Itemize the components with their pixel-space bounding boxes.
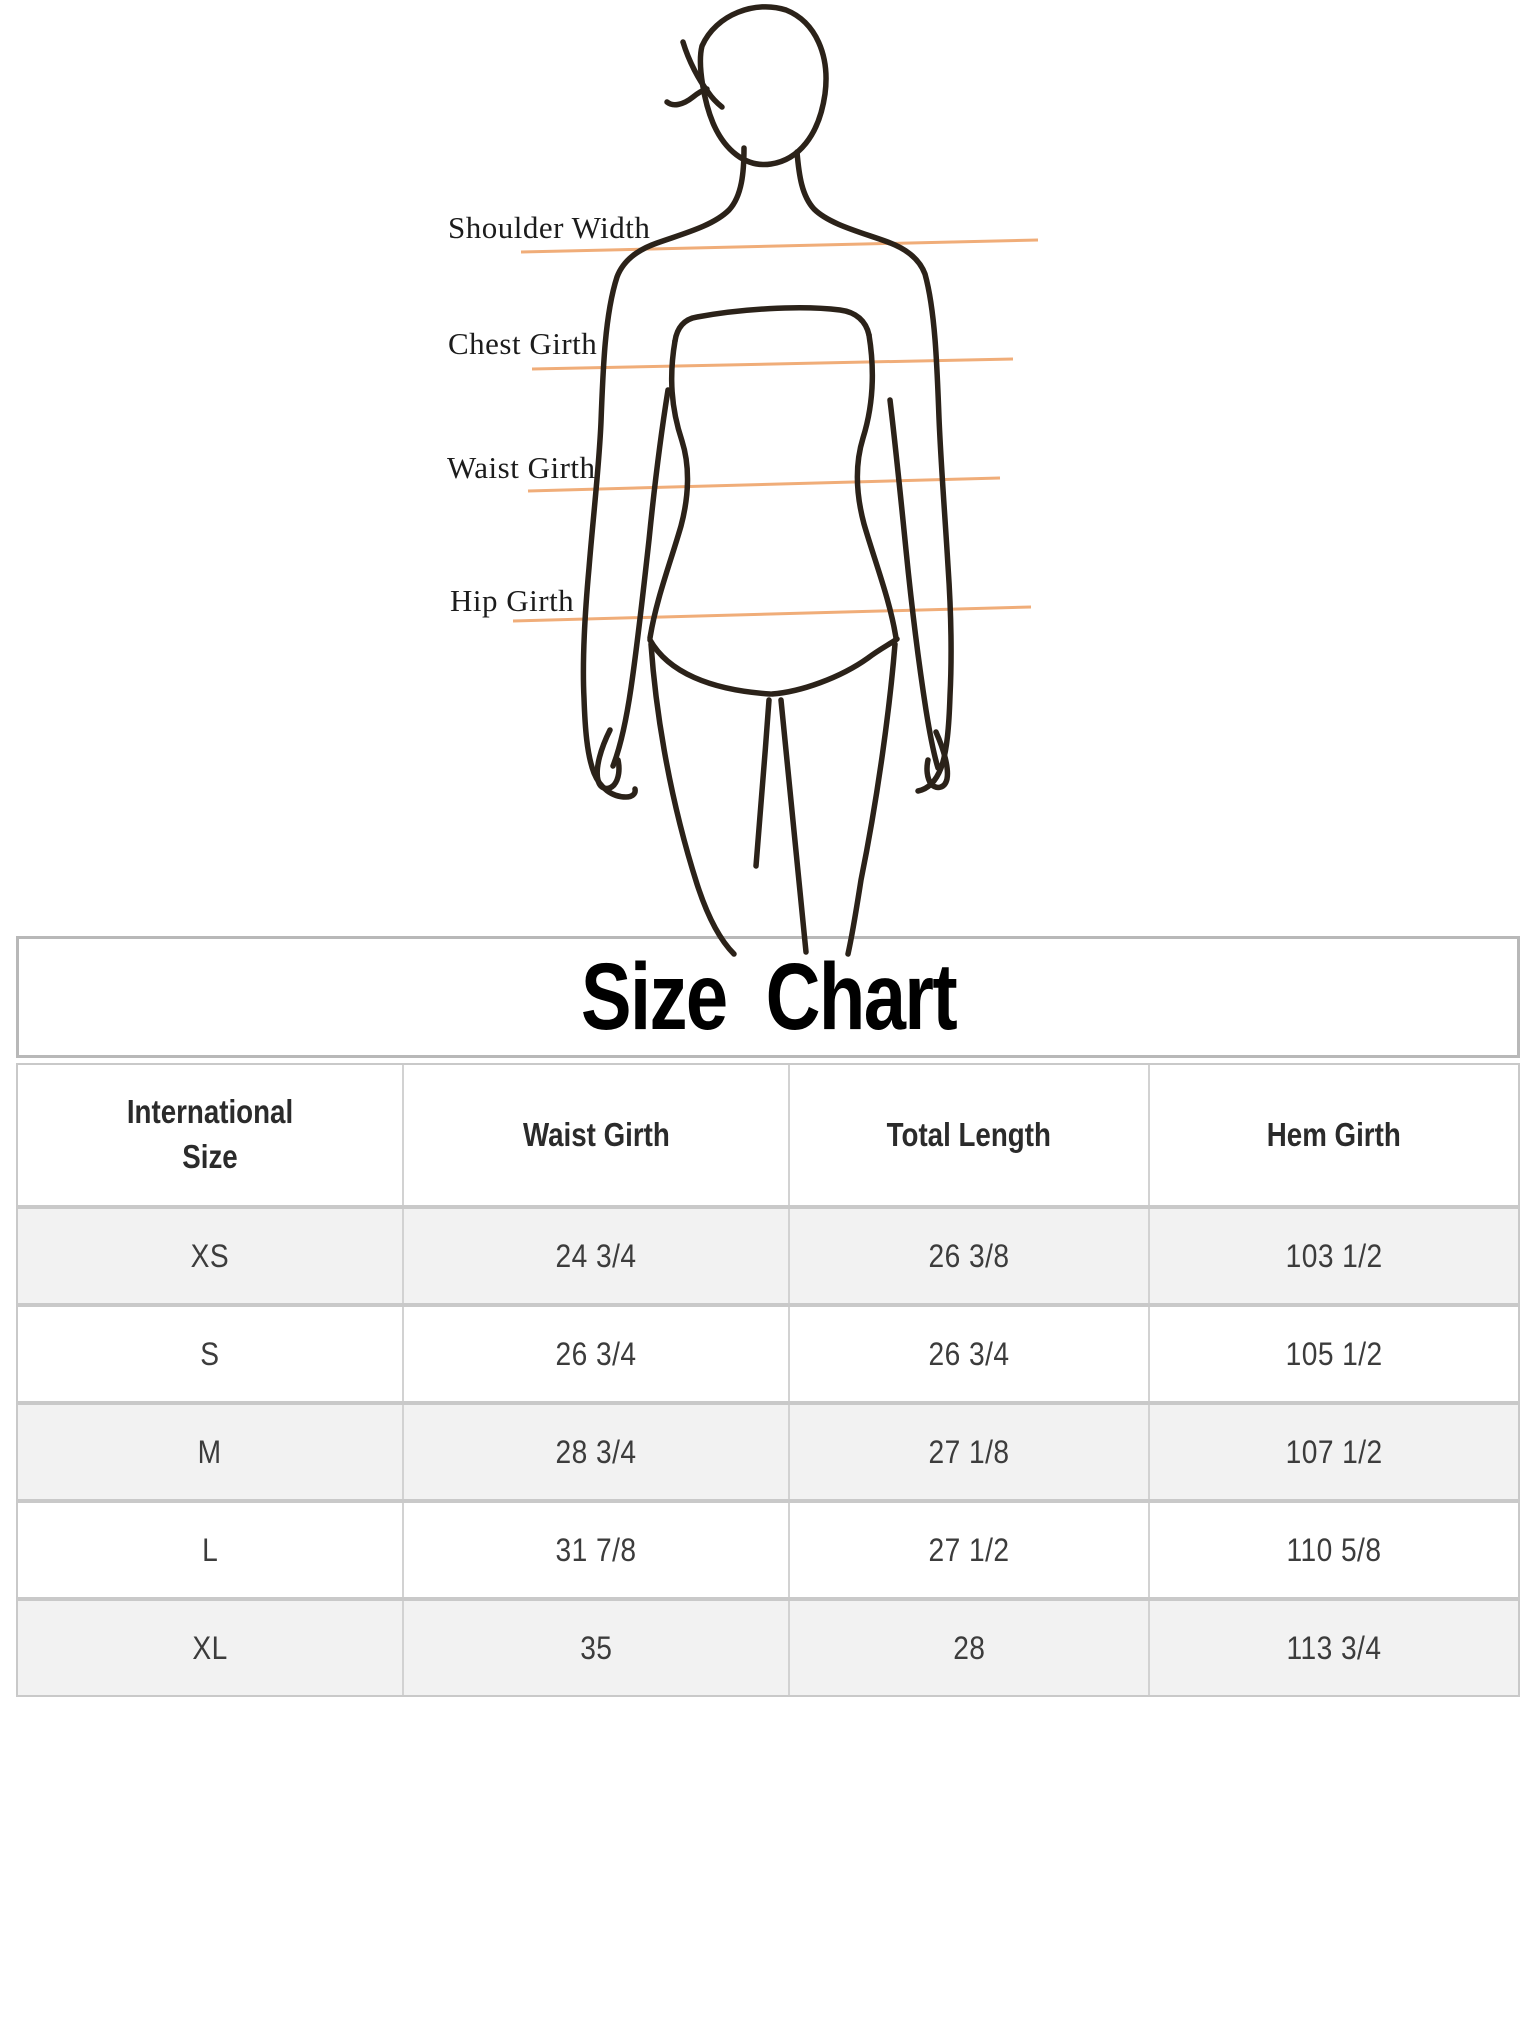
measurement-line-chest [531,357,1014,371]
hem-value: 113 3/4 [1286,1629,1382,1666]
left-inner-thigh [753,697,772,869]
table-row-xl: XL 35 28 113 3/4 [18,1597,1518,1695]
column-header-hem-girth: Hem Girth [1148,1065,1518,1205]
right-torso-side [854,332,899,641]
bikini-line-right [769,636,900,697]
size-table: International Size Waist Girth Total Len… [16,1063,1520,1697]
hem-value: 110 5/8 [1286,1531,1382,1568]
table-row-m: M 28 3/4 27 1/8 107 1/2 [18,1401,1518,1499]
measurement-label-hip-girth: Hip Girth [450,583,575,618]
measurement-line-waist [527,476,1001,493]
measurement-label-chest-girth: Chest Girth [448,326,598,361]
waist-value: 26 3/4 [555,1335,637,1372]
table-row-xs: XS 24 3/4 26 3/8 103 1/2 [18,1205,1518,1303]
cell-waist: 35 [402,1601,788,1695]
hem-value: 105 1/2 [1285,1335,1383,1372]
cell-hem: 103 1/2 [1148,1209,1518,1303]
measurement-lines-group [512,238,1039,623]
column-header-waist-girth: Waist Girth [402,1065,788,1205]
length-value: 26 3/4 [928,1335,1010,1372]
body-figure-illustration [512,4,1039,957]
right-arm-inner-edge [887,397,941,771]
right-thumb [924,729,951,791]
size-value: S [200,1335,220,1372]
table-row-l: L 31 7/8 27 1/2 110 5/8 [18,1499,1518,1597]
cell-size: XL [18,1601,402,1695]
right-arm-outline [794,149,954,794]
bikini-line-left [647,637,773,697]
left-arm-inner-edge [610,387,671,769]
measurement-label-waist-girth: Waist Girth [447,450,596,485]
cell-size: M [18,1405,402,1499]
cell-hem: 110 5/8 [1148,1503,1518,1597]
size-value: M [198,1433,222,1470]
cell-waist: 26 3/4 [402,1307,788,1401]
size-value: XL [192,1629,228,1666]
size-chart-title-box: Size Chart [16,936,1520,1058]
body-outline-group [580,4,954,957]
column-header-label: Waist Girth [522,1115,670,1153]
waist-value: 31 7/8 [555,1531,637,1568]
hair-stroke [680,39,725,110]
cell-length: 26 3/4 [788,1307,1148,1401]
column-header-label: International Size [126,1093,294,1175]
cell-waist: 24 3/4 [402,1209,788,1303]
cell-length: 28 [788,1601,1148,1695]
hem-value: 103 1/2 [1285,1237,1383,1274]
right-outer-thigh [845,641,898,957]
table-row-s: S 26 3/4 26 3/4 105 1/2 [18,1303,1518,1401]
cell-waist: 31 7/8 [402,1503,788,1597]
size-value: L [201,1531,219,1568]
length-value: 28 [952,1629,986,1666]
table-header-row: International Size Waist Girth Total Len… [18,1065,1518,1205]
cell-size: S [18,1307,402,1401]
left-outer-thigh [648,641,737,957]
hem-value: 107 1/2 [1285,1433,1383,1470]
size-chart-title: Size Chart [580,943,957,1050]
cell-length: 26 3/8 [788,1209,1148,1303]
waist-value: 28 3/4 [555,1433,637,1470]
measurement-label-shoulder-width: Shoulder Width [448,210,651,245]
left-torso-side [647,338,691,641]
hair-curl [664,86,710,108]
cell-hem: 113 3/4 [1148,1601,1518,1695]
cell-waist: 28 3/4 [402,1405,788,1499]
column-header-label: Hem Girth [1266,1115,1402,1153]
column-header-international-size: International Size [18,1065,402,1205]
cell-length: 27 1/8 [788,1405,1148,1499]
waist-value: 35 [579,1629,613,1666]
size-value: XS [190,1237,230,1274]
cell-hem: 107 1/2 [1148,1405,1518,1499]
cell-size: XS [18,1209,402,1303]
column-header-label: Total Length [886,1115,1052,1153]
cell-length: 27 1/2 [788,1503,1148,1597]
waist-value: 24 3/4 [555,1237,637,1274]
head-outline [697,4,829,168]
left-thumb [594,727,622,792]
length-value: 27 1/2 [928,1531,1010,1568]
measurement-line-hip [512,605,1032,623]
length-value: 26 3/8 [928,1237,1010,1274]
chest-top-line [672,305,872,344]
right-inner-thigh [778,697,809,955]
length-value: 27 1/8 [928,1433,1010,1470]
cell-size: L [18,1503,402,1597]
column-header-total-length: Total Length [788,1065,1148,1205]
cell-hem: 105 1/2 [1148,1307,1518,1401]
